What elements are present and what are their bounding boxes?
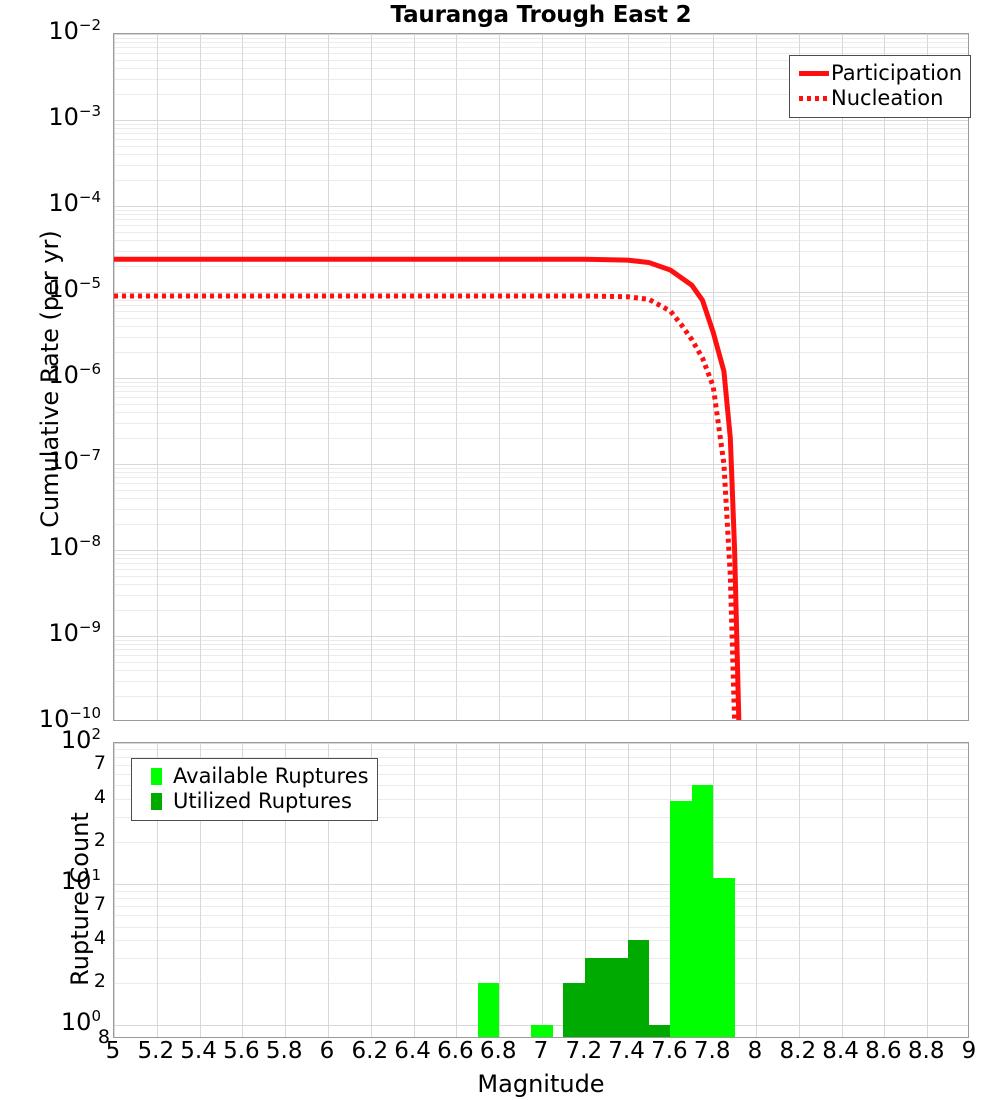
utilized-swatch-icon (139, 793, 173, 810)
legend-label-utilized: Utilized Ruptures (173, 791, 352, 812)
y-tick-label-top: 10−7 (0, 449, 101, 473)
legend-item-available-ruptures: Available Ruptures (139, 764, 369, 789)
y-minor-tick-label: 7 (0, 754, 106, 773)
legend-item-utilized-ruptures: Utilized Ruptures (139, 789, 369, 814)
participation-curve (114, 259, 739, 721)
y-tick-label-top: 10−2 (0, 19, 101, 43)
rupture-bar (628, 940, 649, 1038)
gridline-vertical (842, 743, 843, 1037)
gridline-vertical (884, 743, 885, 1037)
bottom-legend: Available Ruptures Utilized Ruptures (131, 758, 378, 821)
gridline-vertical (456, 743, 457, 1037)
rupture-bar (585, 958, 606, 1038)
y-tick-label-top: 10−5 (0, 277, 101, 301)
rupture-bar (606, 958, 627, 1038)
y-tick-label-top: 10−4 (0, 191, 101, 215)
participation-line-icon (797, 71, 831, 76)
available-swatch-icon (139, 768, 173, 785)
cumulative-rate-plot (113, 33, 969, 721)
rupture-bar (692, 785, 713, 1038)
rupture-bar (670, 801, 691, 1038)
top-legend: Participation Nucleation (789, 55, 971, 118)
page-title: Tauranga Trough East 2 (113, 2, 969, 28)
nucleation-line-icon (797, 96, 831, 101)
legend-label-available: Available Ruptures (173, 766, 369, 787)
rupture-bar (478, 983, 499, 1038)
mfd-curves (114, 34, 969, 721)
figure-root: Tauranga Trough East 2 Participation Nuc… (0, 0, 1000, 1100)
y-minor-tick-label: 2 (0, 972, 106, 991)
y-minor-tick-label: 2 (0, 831, 106, 850)
gridline-vertical (799, 743, 800, 1037)
rupture-bar (649, 1025, 670, 1038)
y-tick-label-top: 10−6 (0, 363, 101, 387)
y-tick-label-bottom: 101 (0, 869, 101, 893)
rupture-bar (713, 878, 734, 1038)
gridline-vertical (756, 743, 757, 1037)
gridline-vertical (927, 743, 928, 1037)
y-minor-tick-label: 4 (0, 788, 106, 807)
y-minor-tick-label: 7 (0, 895, 106, 914)
gridline-vertical (499, 743, 500, 1037)
gridline-vertical (542, 743, 543, 1037)
y-minor-tick-label: 4 (0, 929, 106, 948)
y-tick-label-top: 10−3 (0, 105, 101, 129)
legend-item-participation: Participation (797, 61, 962, 86)
gridline-vertical (414, 743, 415, 1037)
y-tick-label-top: 10−9 (0, 621, 101, 645)
rupture-bar (563, 983, 584, 1038)
legend-item-nucleation: Nucleation (797, 86, 962, 111)
legend-label-participation: Participation (831, 63, 962, 84)
x-tick-label: 9 (929, 1040, 1000, 1063)
rupture-bar (531, 1025, 552, 1038)
gridline-vertical (114, 743, 115, 1037)
nucleation-curve (114, 296, 735, 721)
y-tick-label-bottom: 102 (0, 728, 101, 752)
x-axis-title: Magnitude (113, 1070, 969, 1098)
y-tick-label-top: 10−8 (0, 535, 101, 559)
legend-label-nucleation: Nucleation (831, 88, 943, 109)
